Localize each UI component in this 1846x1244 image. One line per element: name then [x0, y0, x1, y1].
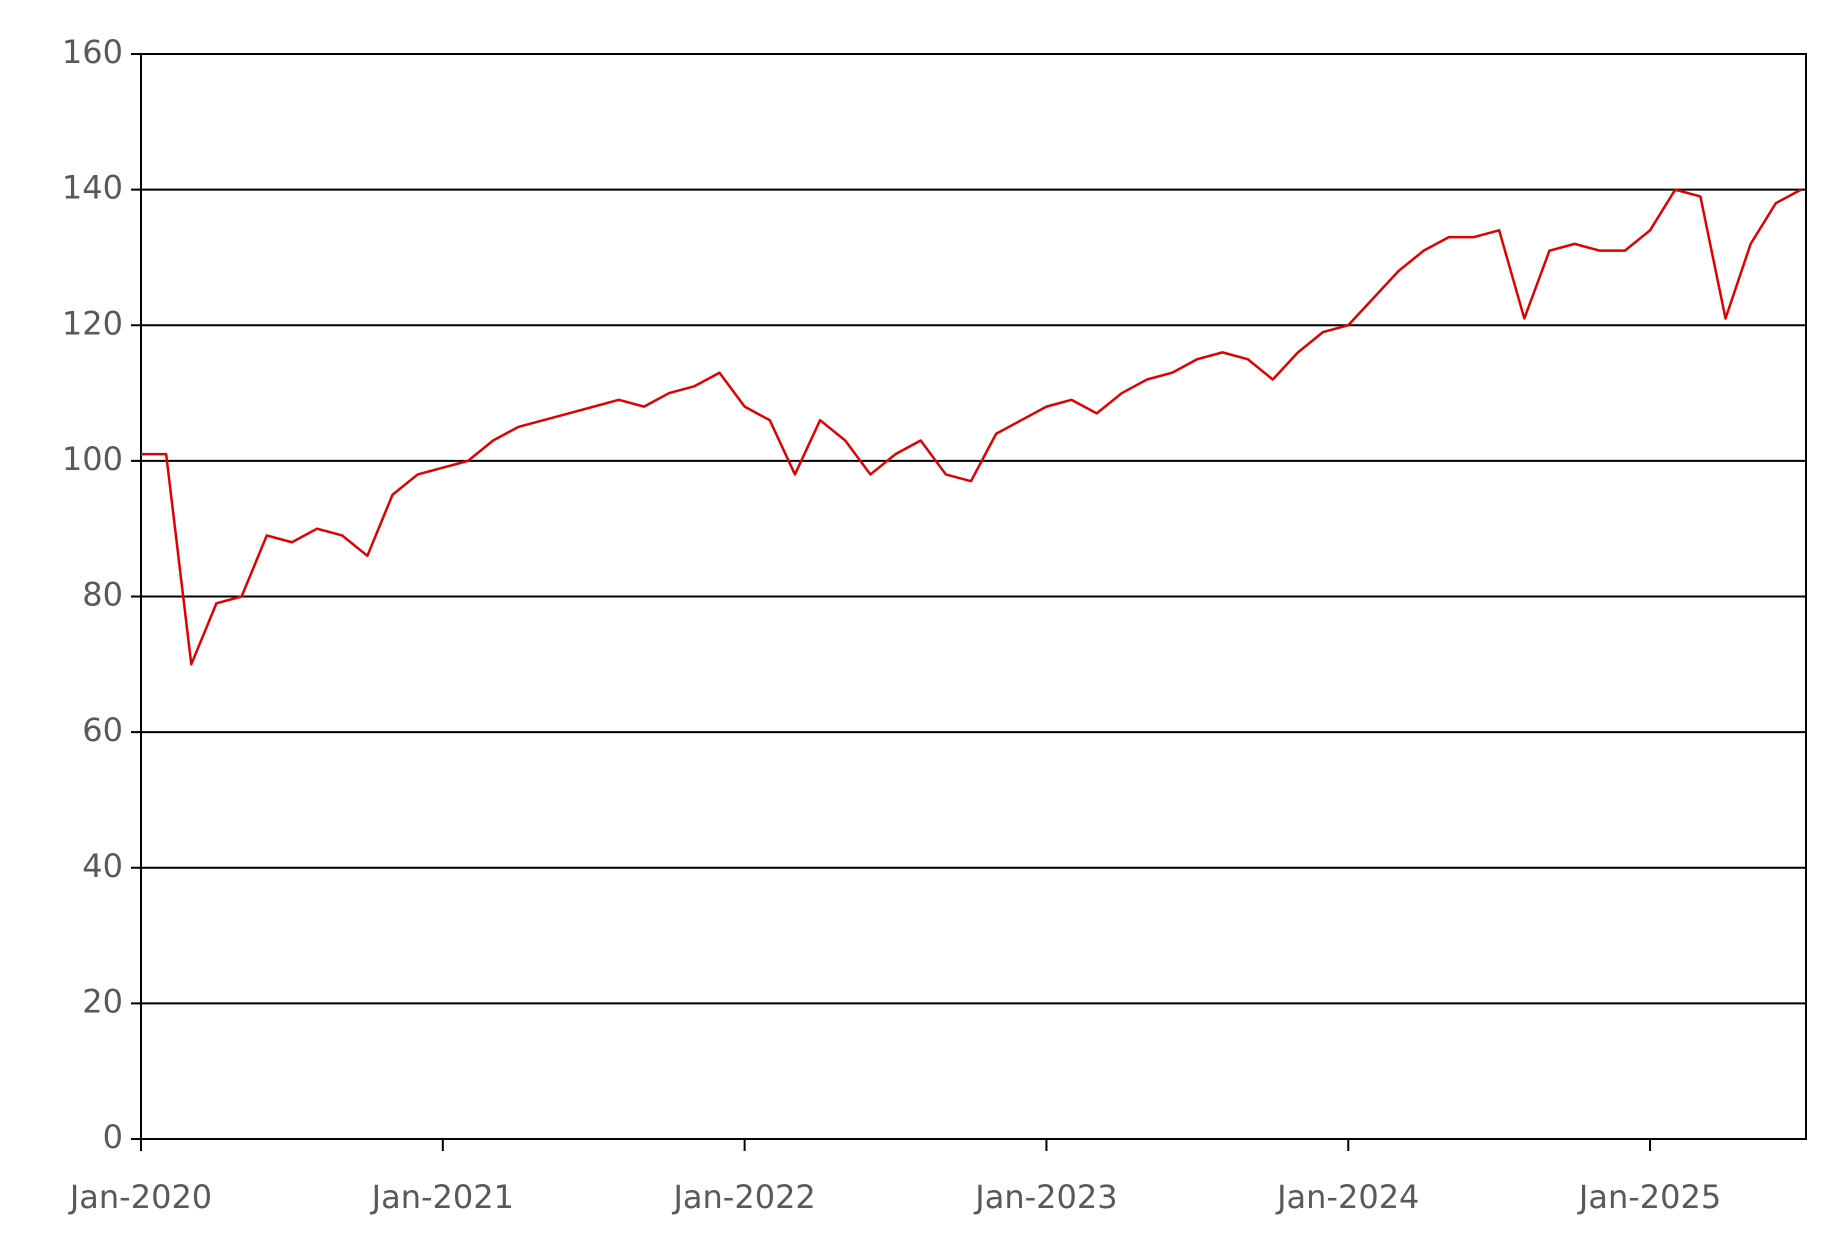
x-tick-label: Jan-2023	[973, 1178, 1117, 1216]
y-tick-label: 40	[82, 847, 123, 885]
x-tick-label: Jan-2024	[1275, 1178, 1419, 1216]
y-tick-label: 20	[82, 982, 123, 1020]
x-tick-label: Jan-2022	[671, 1178, 815, 1216]
x-tick-label: Jan-2021	[370, 1178, 514, 1216]
y-tick-label: 80	[82, 576, 123, 614]
x-tick-label: Jan-2020	[68, 1178, 212, 1216]
x-tick-label: Jan-2025	[1577, 1178, 1721, 1216]
plot-frame	[140, 53, 1807, 1140]
y-tick-label: 0	[103, 1118, 123, 1156]
y-tick-label: 60	[82, 711, 123, 749]
y-tick-label: 140	[62, 169, 123, 207]
data-line	[141, 188, 1802, 666]
y-tick-label: 120	[62, 304, 123, 342]
y-tick-label: 100	[62, 440, 123, 478]
y-tick-label: 160	[62, 33, 123, 71]
